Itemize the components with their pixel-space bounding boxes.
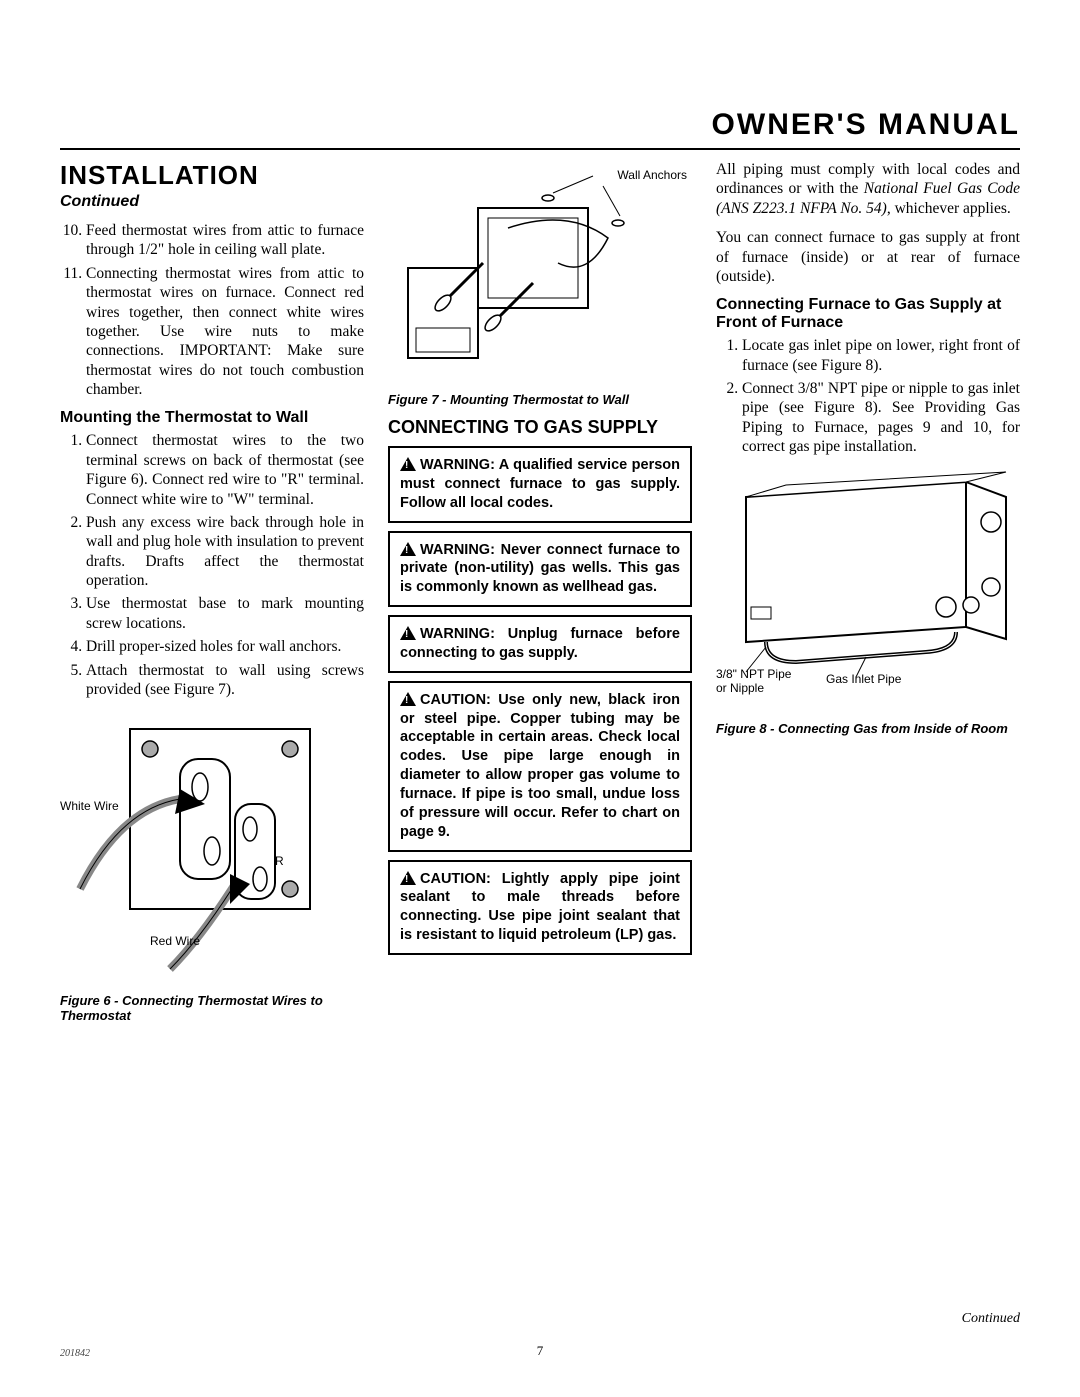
header-rule	[60, 148, 1020, 150]
subhead-front-connect: Connecting Furnace to Gas Supply at Fron…	[716, 296, 1020, 332]
list-item: Drill proper-sized holes for wall anchor…	[86, 637, 364, 656]
list-item: Use thermostat base to mark mounting scr…	[86, 594, 364, 633]
fig6-label-w: W	[180, 794, 191, 808]
warning-box-2: WARNING: Never connect furnace to privat…	[388, 531, 692, 608]
figure-8: 3/8" NPT Pipe or Nipple Gas Inlet Pipe	[716, 467, 1020, 697]
warning-text: WARNING: Unplug furnace before connectin…	[400, 626, 680, 661]
install-list-1: Feed thermostat wires from attic to furn…	[60, 221, 364, 399]
fig6-label-red: Red Wire	[150, 934, 200, 948]
figure-6: White Wire W R Red Wire	[60, 709, 364, 989]
list-item: Connecting thermostat wires from attic t…	[86, 264, 364, 400]
fig7-caption: Figure 7 - Mounting Thermostat to Wall	[388, 392, 692, 407]
section-title: Installation	[60, 160, 364, 191]
fig8-label-nipple: 3/8" NPT Pipe or Nipple	[716, 667, 796, 695]
columns: Installation Continued Feed thermostat w…	[60, 160, 1020, 1033]
list-item: Locate gas inlet pipe on lower, right fr…	[742, 336, 1020, 375]
body-p2: You can connect furnace to gas supply at…	[716, 228, 1020, 286]
warning-icon	[400, 457, 416, 471]
caution-box-1: CAUTION: Use only new, black iron or ste…	[388, 681, 692, 852]
subhead-gas-supply: CONNECTING TO GAS SUPPLY	[388, 417, 692, 438]
list-item: Connect 3/8" NPT pipe or nipple to gas i…	[742, 379, 1020, 457]
list-item: Feed thermostat wires from attic to furn…	[86, 221, 364, 260]
list-item: Push any excess wire back through hole i…	[86, 513, 364, 591]
subhead-mounting: Mounting the Thermostat to Wall	[60, 409, 364, 427]
fig8-label-inlet: Gas Inlet Pipe	[826, 672, 901, 686]
fig6-label-r: R	[275, 854, 284, 868]
fig7-label-anchors: Wall Anchors	[617, 168, 687, 182]
figure-7: Wall Anchors	[388, 168, 692, 388]
warning-text: WARNING: A qualified service person must…	[400, 457, 680, 511]
warning-icon	[400, 626, 416, 640]
body-p1: All piping must comply with local codes …	[716, 160, 1020, 218]
warning-icon	[400, 692, 416, 706]
warning-box-3: WARNING: Unplug furnace before connectin…	[388, 615, 692, 673]
continued-footer: Continued	[962, 1311, 1020, 1327]
caution-text: CAUTION: Use only new, black iron or ste…	[400, 692, 680, 840]
warning-text: WARNING: Never connect furnace to privat…	[400, 542, 680, 596]
fig6-caption: Figure 6 - Connecting Thermostat Wires t…	[60, 993, 364, 1023]
col-1: Installation Continued Feed thermostat w…	[60, 160, 364, 1033]
continued-label: Continued	[60, 193, 364, 211]
list-item: Connect thermostat wires to the two term…	[86, 431, 364, 509]
install-list-2: Connect thermostat wires to the two term…	[60, 431, 364, 699]
fig8-caption: Figure 8 - Connecting Gas from Inside of…	[716, 721, 1020, 736]
warning-box-1: WARNING: A qualified service person must…	[388, 446, 692, 523]
fig6-label-white: White Wire	[60, 799, 119, 813]
page: Owner's Manual Installation Continued Fe…	[0, 0, 1080, 1397]
header-title: Owner's Manual	[712, 108, 1020, 142]
col-2: Wall Anchors Figure 7 - Mounting Thermos…	[388, 160, 692, 1033]
p1-b: , whichever applies.	[887, 200, 1011, 217]
page-number: 7	[537, 1343, 544, 1359]
caution-text: CAUTION: Lightly apply pipe joint sealan…	[400, 871, 680, 944]
warning-icon	[400, 871, 416, 885]
list-item: Attach thermostat to wall using screws p…	[86, 661, 364, 700]
gas-list-1: Locate gas inlet pipe on lower, right fr…	[716, 336, 1020, 456]
caution-box-2: CAUTION: Lightly apply pipe joint sealan…	[388, 860, 692, 955]
warning-icon	[400, 542, 416, 556]
doc-id: 201842	[60, 1348, 90, 1359]
col-3: All piping must comply with local codes …	[716, 160, 1020, 1033]
